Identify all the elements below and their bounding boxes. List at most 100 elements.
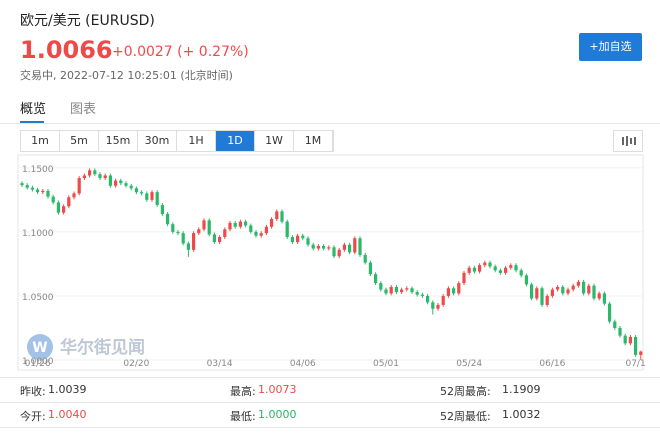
- candle-body: [608, 303, 612, 322]
- candle-body: [150, 192, 154, 200]
- candle-body: [493, 266, 497, 271]
- candle-body: [129, 185, 133, 189]
- candle-body: [472, 267, 476, 272]
- candle-body: [530, 284, 534, 299]
- candle-body: [582, 281, 586, 294]
- candle-body: [212, 234, 216, 243]
- period-button[interactable]: 1m: [21, 131, 60, 151]
- candle-body: [270, 219, 274, 227]
- candle-body: [20, 183, 24, 186]
- candle-body: [244, 221, 248, 226]
- candle-body: [202, 220, 206, 230]
- candle-body: [134, 188, 138, 193]
- candle-body: [82, 175, 86, 179]
- candle-body: [535, 288, 539, 299]
- candle-body: [228, 222, 232, 230]
- candle-body: [415, 292, 419, 295]
- candle-body: [550, 289, 554, 296]
- candle-body: [602, 293, 606, 304]
- period-button[interactable]: 5m: [60, 131, 99, 151]
- candle-body: [436, 304, 440, 309]
- watermark-logo-letter: W: [32, 340, 47, 356]
- candle-body: [233, 222, 237, 227]
- candle-body: [592, 285, 596, 299]
- y-tick-label: 1.1500: [22, 165, 54, 175]
- candle-body: [613, 321, 617, 328]
- candle-body: [368, 262, 372, 275]
- candle-body: [98, 174, 102, 179]
- x-tick-label: 01/26: [25, 359, 51, 369]
- stat-label: 52周最低:: [440, 410, 491, 423]
- candle-body: [519, 270, 523, 276]
- candle-body: [114, 180, 118, 186]
- divider: [0, 402, 660, 403]
- candle-body: [566, 289, 570, 294]
- candle-body: [207, 220, 211, 235]
- candle-body: [509, 265, 513, 268]
- tab[interactable]: 图表: [70, 102, 97, 117]
- candle-body: [280, 211, 284, 222]
- candle-body: [353, 238, 357, 253]
- candle-body: [524, 275, 528, 285]
- status: 交易中, 2022-07-12 10:25:01 (北京时间): [20, 69, 233, 82]
- divider: [0, 427, 660, 428]
- watermark: W 华尔街见闻: [27, 334, 145, 360]
- candle-body: [488, 262, 492, 267]
- stat-label: 最低:: [230, 410, 256, 423]
- candle-body: [166, 213, 170, 225]
- tab[interactable]: 概览: [20, 102, 47, 117]
- candle-body: [67, 197, 71, 207]
- candles: [20, 168, 643, 360]
- candle-body: [160, 204, 164, 214]
- candle-body: [348, 244, 352, 253]
- candle-body: [457, 283, 461, 294]
- candle-body: [41, 190, 45, 193]
- candle-body: [296, 235, 300, 243]
- candle-body: [337, 249, 341, 257]
- candle-body: [223, 229, 227, 237]
- candle-body: [186, 243, 190, 250]
- period-button[interactable]: 15m: [99, 131, 138, 151]
- stat-label: 52周最高:: [440, 385, 491, 398]
- candle-body: [389, 286, 393, 294]
- candle-body: [25, 185, 29, 188]
- candle-body: [145, 193, 149, 200]
- candle-body: [301, 235, 305, 239]
- candle-body: [56, 202, 60, 213]
- period-button[interactable]: 1W: [255, 131, 294, 151]
- candle-body: [467, 267, 471, 273]
- candle-body: [452, 288, 456, 294]
- candle-body: [514, 265, 518, 271]
- candle-body: [306, 238, 310, 245]
- x-tick-label: 05/24: [456, 359, 482, 369]
- candle-body: [93, 170, 97, 175]
- candle-body: [285, 221, 289, 237]
- candle-body: [218, 237, 222, 243]
- y-tick-label: 1.0500: [22, 293, 54, 303]
- icon: [622, 136, 636, 146]
- candle-body: [192, 233, 196, 250]
- chart-type-button[interactable]: [613, 130, 643, 152]
- add-watchlist-button[interactable]: +加自选: [579, 33, 642, 61]
- period-button[interactable]: 1H: [177, 131, 216, 151]
- stat-value: 1.0039: [48, 383, 87, 396]
- period-button[interactable]: 30m: [138, 131, 177, 151]
- period-button[interactable]: 1M: [294, 131, 333, 151]
- candle-body: [462, 272, 466, 284]
- x-tick-label: 03/14: [207, 359, 233, 369]
- chart-frame: [17, 154, 644, 371]
- candle-body: [30, 187, 34, 190]
- candle-body: [498, 270, 502, 273]
- candle-body: [140, 192, 144, 194]
- candle-body: [561, 286, 565, 294]
- candle-body: [400, 289, 404, 293]
- candle-body: [124, 183, 128, 186]
- price: 1.0066: [20, 36, 113, 64]
- watermark-text: 华尔街见闻: [60, 337, 145, 358]
- x-tick-label: 05/01: [373, 359, 399, 369]
- period-button[interactable]: 1D: [216, 131, 255, 151]
- candle-body: [103, 175, 107, 179]
- candle-body: [88, 170, 92, 176]
- candle-body: [571, 285, 575, 290]
- candle-body: [587, 285, 591, 294]
